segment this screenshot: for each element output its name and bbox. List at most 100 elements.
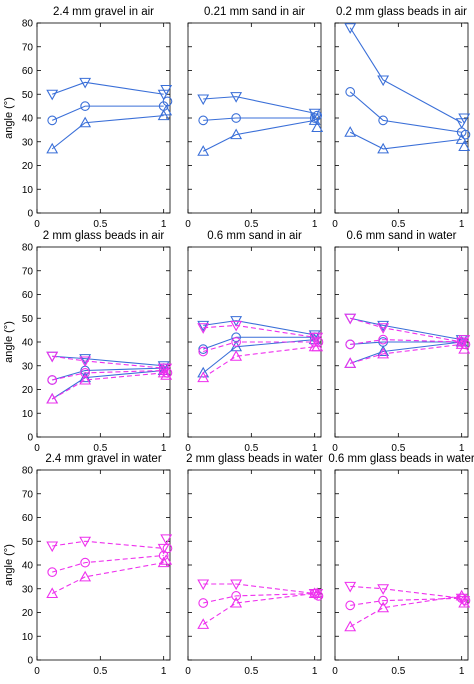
data-point-tri-up (344, 357, 357, 368)
data-point-tri-down (79, 356, 92, 368)
data-point-circle (198, 115, 209, 126)
data-point-tri-down (79, 354, 92, 365)
y-tick-label: 10 (22, 409, 34, 420)
x-tick-label: 0.5 (93, 443, 107, 454)
data-point-tri-down (344, 23, 357, 34)
data-point-tri-up (377, 142, 390, 154)
x-tick-label: 1 (312, 666, 318, 677)
series-line-tri-up (350, 343, 462, 364)
panel-3: 0 0.5 1 0.2 mm glass beads in air (332, 6, 471, 230)
data-point-tri-up (46, 587, 59, 599)
series-line-tri-up (51, 562, 164, 594)
series-line-circle (203, 117, 315, 121)
data-point-circle (312, 110, 323, 121)
x-tick-label: 0.5 (244, 666, 258, 677)
data-point-tri-up (79, 371, 92, 383)
data-point-tri-up (197, 371, 210, 383)
data-point-tri-down (157, 361, 170, 372)
data-point-tri-up (311, 587, 324, 599)
data-point-circle (378, 334, 388, 345)
data-point-tri-down (157, 543, 170, 555)
data-point-tri-up (458, 140, 471, 152)
data-point-circle (345, 600, 356, 611)
data-point-tri-down (377, 75, 390, 87)
data-point-circle (378, 115, 388, 126)
series-line-tri-up (202, 119, 315, 152)
data-point-circle (80, 557, 90, 568)
x-tick-label: 0 (34, 666, 40, 677)
x-tick-label: 0.5 (244, 219, 258, 230)
series-line-tri-down (203, 324, 315, 338)
data-point-tri-up (157, 556, 170, 568)
x-tick-label: 1 (312, 443, 318, 454)
data-point-tri-up (377, 347, 390, 359)
y-axis-label: angle (°) (3, 544, 15, 586)
y-tick-label: 20 (22, 161, 34, 172)
data-point-circle (162, 368, 173, 378)
series-line-circle (203, 592, 315, 604)
data-point-tri-down (79, 536, 92, 548)
series-line-tri-down (350, 317, 462, 341)
data-point-tri-up (197, 618, 210, 629)
data-point-tri-up (230, 350, 243, 361)
data-point-tri-up (458, 596, 471, 608)
x-tick-label: 1 (459, 666, 465, 677)
series-line-circle (350, 339, 462, 345)
data-point-tri-down (160, 534, 173, 546)
data-point-tri-up (311, 340, 324, 352)
x-tick-label: 0 (34, 443, 40, 454)
data-point-tri-down (344, 581, 357, 593)
series-line-tri-down (52, 540, 164, 549)
data-point-tri-up (377, 345, 390, 357)
x-tick-label: 0 (332, 219, 338, 230)
data-point-tri-up (160, 369, 173, 380)
x-tick-label: 1 (459, 443, 465, 454)
data-point-circle (460, 595, 471, 606)
data-point-tri-down (377, 320, 390, 332)
data-point-tri-down (46, 89, 59, 101)
y-tick-label: 20 (22, 608, 34, 619)
y-tick-label: 40 (22, 114, 34, 125)
data-point-tri-up (230, 596, 243, 608)
data-point-tri-down (160, 84, 173, 96)
data-point-tri-up (79, 570, 92, 582)
y-tick-label: 60 (22, 290, 34, 301)
data-point-tri-down (308, 330, 321, 342)
data-point-tri-down (455, 118, 468, 129)
x-tick-label: 0.5 (391, 219, 405, 230)
data-point-circle (345, 339, 356, 350)
panel-title: 0.21 mm sand in air (204, 6, 305, 18)
y-tick-label: 20 (22, 385, 34, 396)
y-tick-label: 80 (22, 19, 34, 30)
data-point-circle (162, 543, 173, 554)
axes-box (36, 469, 171, 661)
x-tick-label: 1 (161, 443, 167, 454)
axes-box (36, 246, 171, 438)
series-line-tri-up (202, 346, 315, 379)
x-tick-label: 0 (34, 219, 40, 230)
x-tick-label: 0 (185, 666, 191, 677)
series-line-tri-up (349, 595, 462, 628)
data-point-circle (80, 368, 90, 378)
y-tick-label: 30 (22, 584, 34, 595)
data-point-circle (231, 337, 241, 347)
y-tick-label: 30 (22, 361, 34, 372)
data-point-tri-down (197, 320, 210, 332)
axes-box (334, 469, 469, 661)
panel-9: 00.510.6 mm glass beads in waterg−level (328, 453, 474, 684)
series-line-circle (203, 341, 315, 353)
data-point-tri-down (46, 541, 59, 553)
x-tick-label: 0.5 (391, 443, 405, 454)
data-point-tri-down (197, 94, 210, 106)
panel-title: 2 mm glass beads in water (186, 453, 323, 465)
panel-title: 0.2 mm glass beads in air (336, 6, 467, 18)
data-point-tri-down (79, 77, 92, 89)
x-tick-label: 0 (185, 219, 191, 230)
data-point-tri-up (197, 366, 210, 378)
series-line-circle (350, 341, 462, 345)
x-tick-label: 0.5 (391, 666, 405, 677)
